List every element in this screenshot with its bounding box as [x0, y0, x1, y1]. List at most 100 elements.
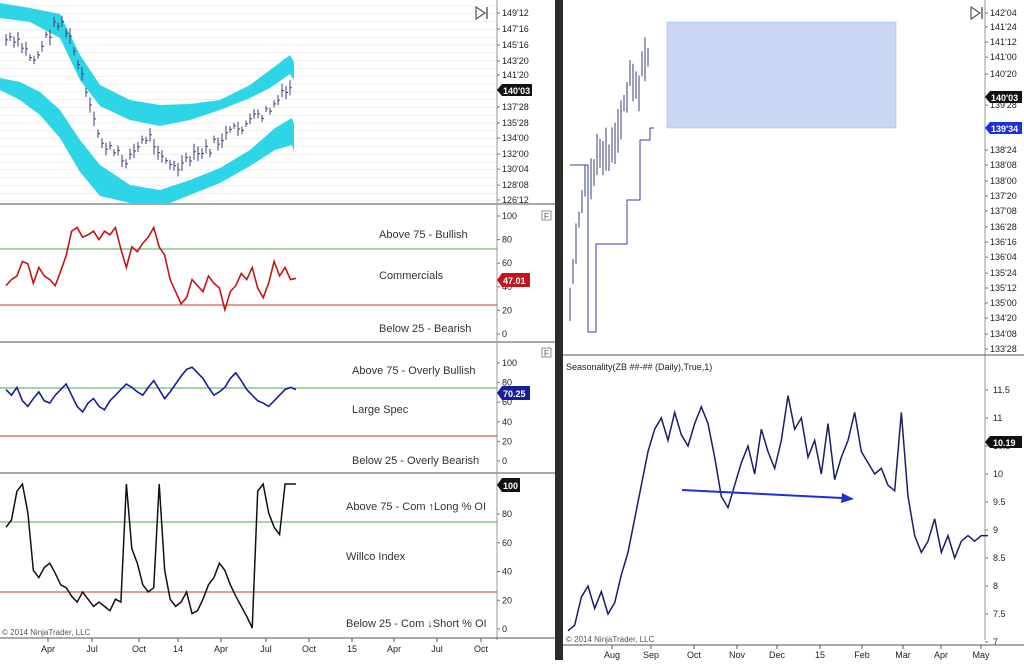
commercials-below-label: Below 25 - Bearish	[379, 323, 471, 335]
x-label: Oct	[132, 644, 147, 654]
right-price-label: 136'28	[990, 222, 1017, 232]
play-end-icon[interactable]	[970, 5, 983, 21]
window-divider[interactable]	[555, 0, 563, 660]
axis-label: 10	[993, 469, 1003, 479]
axis-label: 0	[502, 329, 507, 339]
axis-label: 40	[502, 567, 512, 577]
axis-label: 80	[502, 235, 512, 245]
x-label: Oct	[474, 644, 489, 654]
axis-label: 80	[502, 378, 512, 388]
right-price-label: 136'04	[990, 252, 1017, 262]
x-label: Mar	[895, 650, 911, 660]
left-x-axis: Apr Jul Oct 14 Apr Jul Oct 15 Apr Jul Oct	[41, 638, 489, 654]
spec-marker[interactable]: F	[541, 347, 552, 358]
left-price-label: 141'20	[502, 70, 529, 80]
axis-label: 11.5	[993, 385, 1010, 395]
x-label: Apr	[934, 650, 948, 660]
right-stop-line	[570, 127, 654, 333]
willco-index-line	[5, 482, 296, 629]
right-price-label: 137'08	[990, 206, 1017, 216]
axis-label: 40	[502, 417, 512, 427]
axis-label: 20	[502, 436, 512, 446]
left-price-axis: 149'12 147'16 145'16 143'20 141'20 137'28 135'…	[497, 8, 529, 205]
left-price-grid	[0, 5, 497, 202]
willco-below-label: Below 25 - Com ↓Short % OI	[346, 618, 487, 630]
right-chart-window: 142'04 141'24 141'12 141'00 140'20 139'28 138'…	[563, 0, 1024, 660]
left-price-label: 149'12	[502, 8, 529, 18]
right-copyright: © 2014 NinjaTrader, LLC	[566, 635, 655, 644]
right-price-label: 136'16	[990, 237, 1017, 247]
axis-label: 9	[993, 525, 998, 535]
x-label: May	[972, 650, 990, 660]
right-current-price-badge: 140'03	[985, 91, 1022, 103]
right-x-axis: Aug Sep Oct Nov Dec 15 Feb Mar Apr May	[604, 645, 990, 660]
axis-label: 0	[502, 456, 507, 466]
axis-label: 100	[502, 358, 517, 368]
left-price-bars	[5, 15, 292, 177]
x-label: Nov	[729, 650, 746, 660]
x-label: Jul	[86, 644, 98, 654]
axis-label: 60	[502, 397, 512, 407]
left-price-label: 128'08	[502, 180, 529, 190]
x-label: Oct	[687, 650, 702, 660]
axis-label: 11	[993, 413, 1002, 423]
svg-text:139'34: 139'34	[991, 124, 1018, 134]
commercials-index-line	[5, 225, 297, 313]
axis-label: 20	[502, 305, 512, 315]
spec-title: Large Spec	[352, 404, 409, 416]
right-price-label: 134'08	[990, 329, 1017, 339]
large-spec-index-line	[5, 366, 297, 414]
left-price-label: 126'12	[502, 195, 529, 205]
spec-axis: 100 80 60 40 20 0	[497, 358, 517, 466]
spec-value-badge: 70.25	[497, 386, 530, 400]
left-price-label: 137'28	[502, 102, 529, 112]
right-stop-price-badge: 139'34	[985, 122, 1022, 134]
right-price-axis: 142'04 141'24 141'12 141'00 140'20 139'28 138'…	[985, 8, 1017, 354]
left-price-label: 145'16	[502, 40, 529, 50]
lower-envelope-band	[0, 78, 294, 203]
svg-text:F: F	[544, 212, 549, 221]
x-label: Apr	[41, 644, 55, 654]
x-label: Jul	[260, 644, 272, 654]
axis-label: 80	[502, 509, 512, 519]
left-price-label: 134'00	[502, 133, 529, 143]
right-price-label: 135'00	[990, 298, 1017, 308]
upper-envelope-band	[0, 3, 294, 126]
left-copyright: © 2014 NinjaTrader, LLC	[2, 628, 91, 637]
left-price-label: 147'16	[502, 24, 529, 34]
right-price-label: 138'08	[990, 160, 1017, 170]
svg-text:10.19: 10.19	[993, 438, 1016, 448]
trend-arrow	[681, 489, 854, 503]
right-price-label: 135'24	[990, 268, 1017, 278]
willco-value-badge: 100	[497, 478, 520, 492]
axis-label: 100	[502, 211, 517, 221]
svg-text:F: F	[544, 349, 549, 358]
svg-text:70.25: 70.25	[503, 389, 526, 399]
willco-above-label: Above 75 - Com ↑Long % OI	[346, 501, 486, 513]
commercials-title: Commercials	[379, 270, 444, 282]
selection-rectangle[interactable]	[666, 21, 897, 129]
x-label: Sep	[643, 650, 659, 660]
right-price-label: 141'24	[990, 22, 1017, 32]
x-label: Feb	[854, 650, 870, 660]
right-price-label: 140'20	[990, 69, 1017, 79]
commercials-above-label: Above 75 - Bullish	[379, 229, 468, 241]
svg-text:47.01: 47.01	[503, 276, 526, 286]
play-end-icon[interactable]	[475, 5, 488, 21]
right-price-label: 141'00	[990, 52, 1017, 62]
left-current-price-badge: 140'03	[497, 84, 532, 96]
right-price-label: 139'28	[990, 100, 1017, 110]
axis-label: 20	[502, 595, 512, 605]
commercials-marker[interactable]: F	[541, 210, 552, 221]
x-label: Apr	[214, 644, 228, 654]
commercials-value-badge: 47.01	[497, 273, 530, 287]
right-price-label: 141'12	[990, 37, 1017, 47]
right-price-label: 138'24	[990, 145, 1017, 155]
seasonality-line	[567, 395, 988, 632]
left-price-label: 143'20	[502, 56, 529, 66]
x-label: Apr	[387, 644, 401, 654]
x-label: 15	[347, 644, 357, 654]
right-price-label: 138'00	[990, 176, 1017, 186]
left-price-label: 132'00	[502, 149, 529, 159]
svg-text:140'03: 140'03	[991, 93, 1018, 103]
